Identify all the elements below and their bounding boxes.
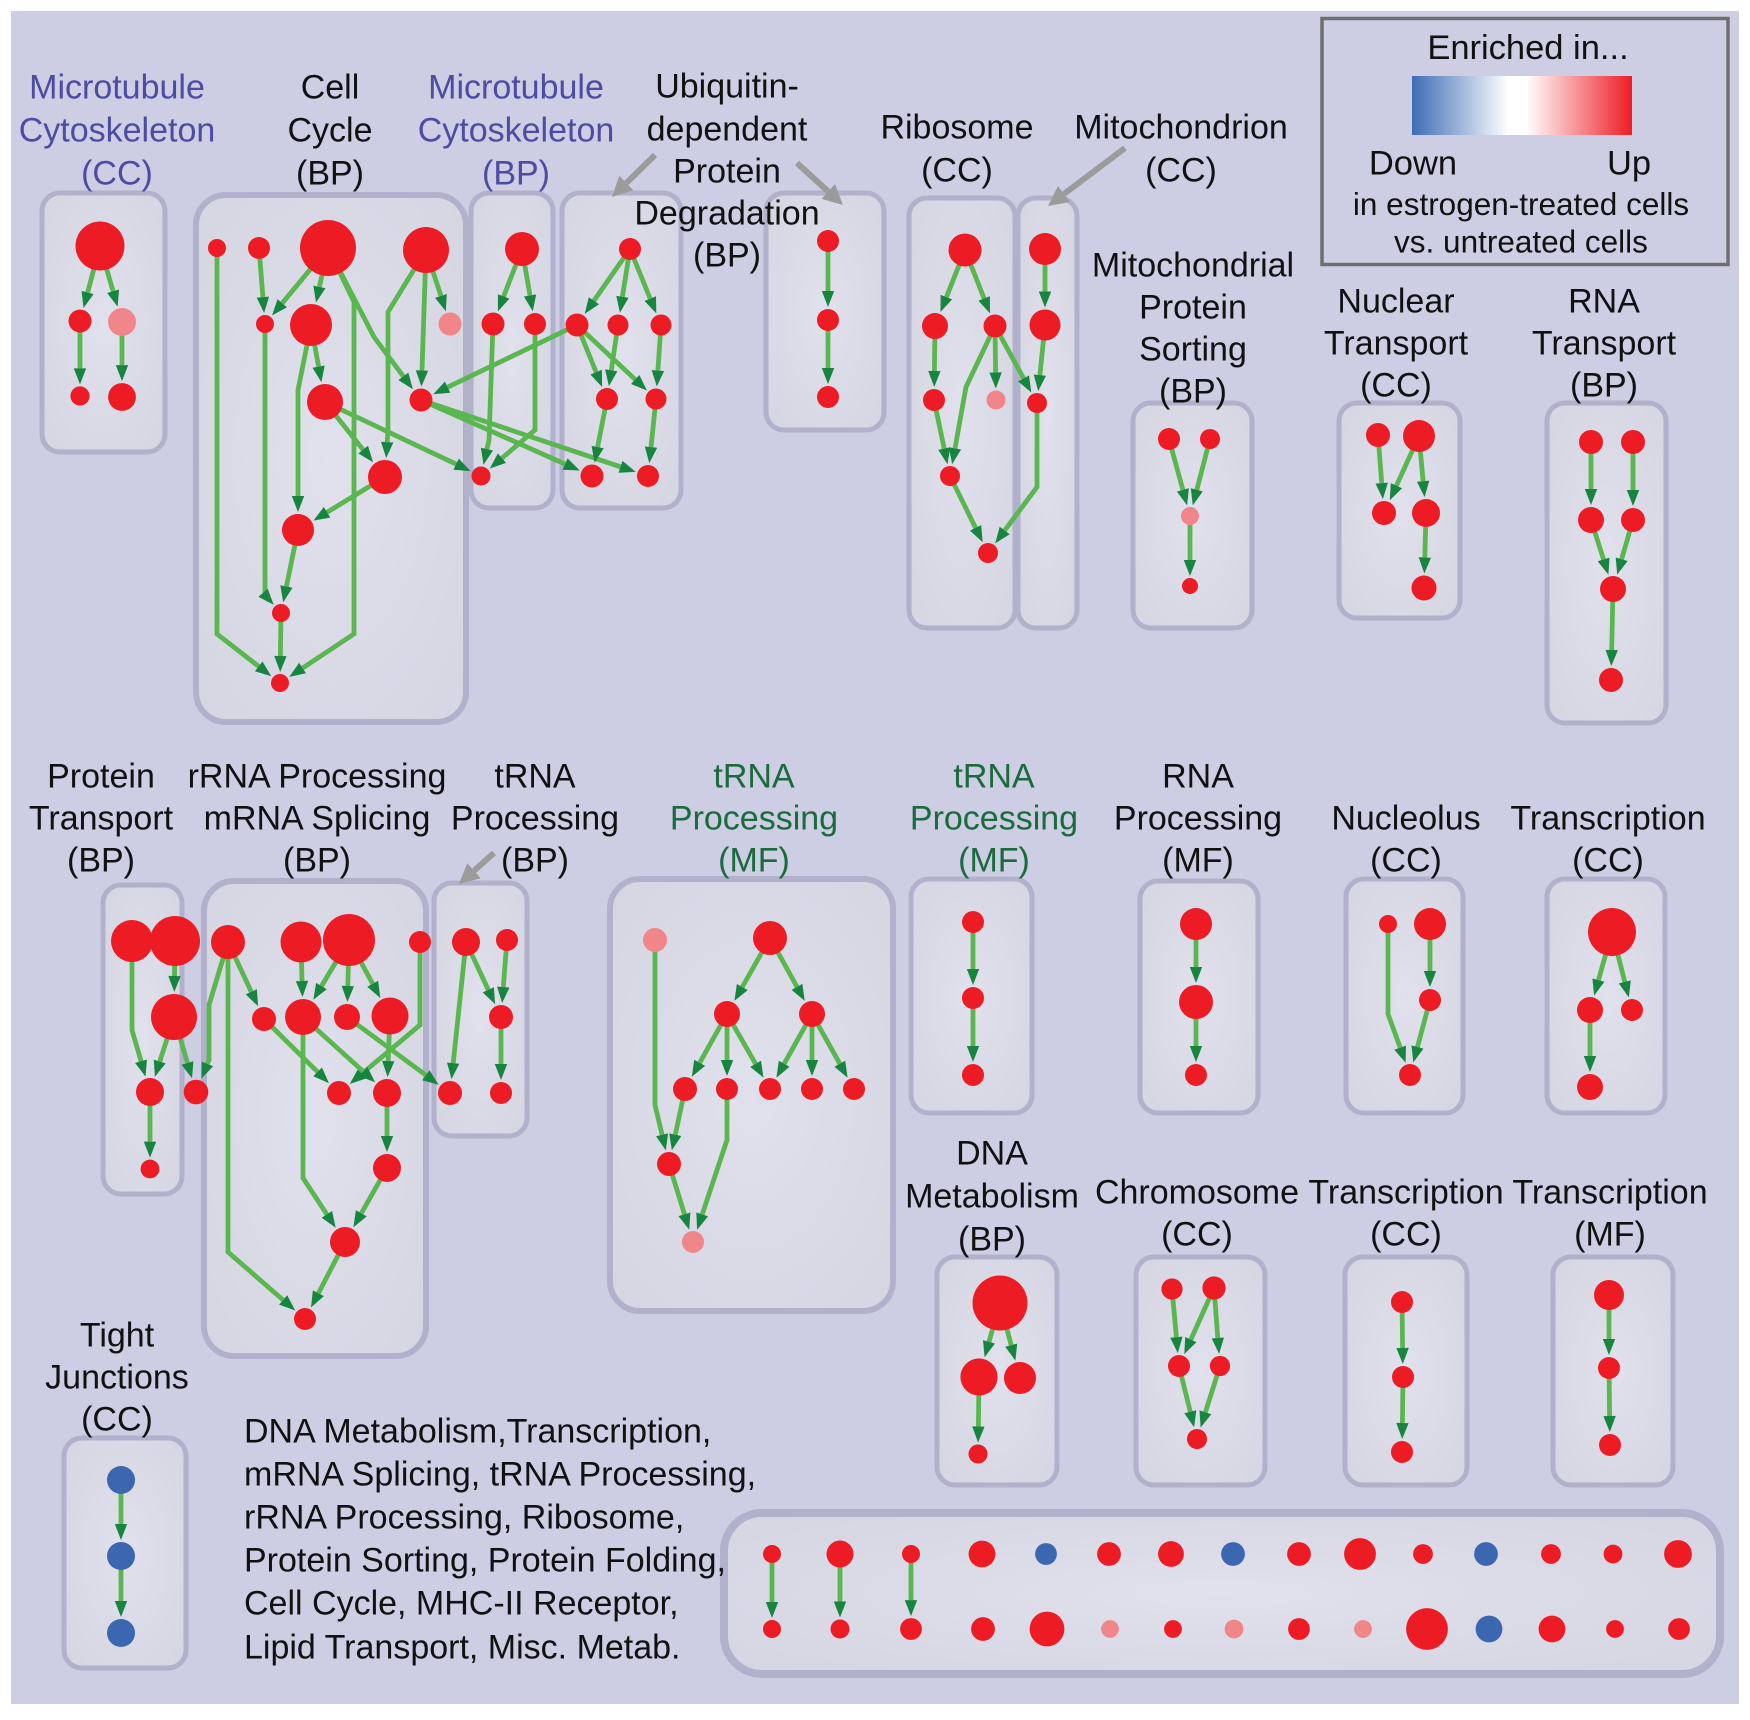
svg-text:Cytoskeleton: Cytoskeleton (418, 111, 615, 149)
svg-text:RNA: RNA (1162, 757, 1234, 795)
svg-text:Lipid Transport, Misc. Metab.: Lipid Transport, Misc. Metab. (244, 1628, 681, 1666)
svg-text:Enriched in...: Enriched in... (1427, 29, 1628, 67)
svg-text:Transcription: Transcription (1308, 1173, 1503, 1211)
svg-text:(CC): (CC) (1161, 1215, 1233, 1253)
svg-text:Processing: Processing (910, 799, 1078, 837)
svg-text:(CC): (CC) (1145, 151, 1217, 189)
svg-text:(MF): (MF) (718, 841, 790, 879)
svg-text:Microtubule: Microtubule (428, 68, 604, 106)
svg-text:(CC): (CC) (81, 154, 153, 192)
svg-text:Up: Up (1607, 145, 1651, 183)
svg-text:Mitochondrion: Mitochondrion (1074, 108, 1288, 146)
svg-text:RNA: RNA (1568, 282, 1640, 320)
svg-text:(BP): (BP) (1570, 366, 1638, 404)
svg-text:(BP): (BP) (296, 154, 364, 192)
svg-text:(BP): (BP) (693, 236, 761, 274)
svg-text:Ribosome: Ribosome (880, 108, 1033, 146)
svg-text:(CC): (CC) (1370, 1215, 1442, 1253)
svg-text:(BP): (BP) (1159, 372, 1227, 410)
svg-text:DNA: DNA (956, 1134, 1028, 1172)
svg-text:Processing: Processing (1114, 799, 1282, 837)
svg-text:Chromosome: Chromosome (1095, 1173, 1299, 1211)
svg-text:Mitochondrial: Mitochondrial (1092, 246, 1294, 284)
svg-text:Microtubule: Microtubule (29, 68, 205, 106)
svg-text:DNA Metabolism,Transcription,: DNA Metabolism,Transcription, (244, 1412, 711, 1450)
svg-text:Nuclear: Nuclear (1337, 282, 1454, 320)
svg-text:Protein: Protein (673, 152, 781, 190)
svg-text:mRNA Splicing: mRNA Splicing (204, 799, 431, 837)
svg-text:(BP): (BP) (67, 841, 135, 879)
svg-text:Sorting: Sorting (1139, 330, 1247, 368)
svg-text:dependent: dependent (647, 110, 808, 148)
svg-text:mRNA Splicing, tRNA Processing: mRNA Splicing, tRNA Processing, (244, 1455, 756, 1493)
svg-text:Protein Sorting, Protein Foldi: Protein Sorting, Protein Folding, (244, 1541, 726, 1579)
svg-text:tRNA: tRNA (713, 757, 795, 795)
svg-text:Processing: Processing (670, 799, 838, 837)
svg-text:in estrogen-treated cells: in estrogen-treated cells (1353, 186, 1689, 222)
svg-text:Transcription: Transcription (1510, 799, 1705, 837)
svg-text:Nucleolus: Nucleolus (1331, 799, 1480, 837)
svg-text:vs. untreated cells: vs. untreated cells (1394, 223, 1648, 259)
svg-text:Cell Cycle, MHC-II Receptor,: Cell Cycle, MHC-II Receptor, (244, 1584, 679, 1622)
svg-text:(CC): (CC) (1572, 841, 1644, 879)
svg-text:Tight: Tight (80, 1316, 155, 1354)
svg-text:rRNA Processing: rRNA Processing (188, 757, 447, 795)
svg-text:Protein: Protein (1139, 288, 1247, 326)
svg-text:Processing: Processing (451, 799, 619, 837)
svg-text:(CC): (CC) (1360, 366, 1432, 404)
svg-text:(MF): (MF) (1574, 1215, 1646, 1253)
svg-text:Protein: Protein (47, 757, 155, 795)
svg-text:Down: Down (1369, 145, 1457, 183)
svg-text:(MF): (MF) (958, 841, 1030, 879)
svg-text:tRNA: tRNA (953, 757, 1035, 795)
svg-text:tRNA: tRNA (494, 757, 576, 795)
svg-text:Transport: Transport (29, 799, 174, 837)
svg-text:(CC): (CC) (1370, 841, 1442, 879)
svg-text:Transcription: Transcription (1512, 1173, 1707, 1211)
svg-text:Degradation: Degradation (634, 194, 819, 232)
svg-text:Transport: Transport (1324, 324, 1469, 362)
svg-text:Cytoskeleton: Cytoskeleton (19, 111, 216, 149)
svg-text:(CC): (CC) (921, 151, 993, 189)
svg-text:(CC): (CC) (81, 1400, 153, 1438)
svg-text:(BP): (BP) (501, 841, 569, 879)
svg-text:Ubiquitin-: Ubiquitin- (655, 67, 799, 105)
svg-text:Transport: Transport (1532, 324, 1677, 362)
svg-text:Cell: Cell (301, 68, 360, 106)
svg-text:(BP): (BP) (958, 1220, 1026, 1258)
svg-text:Cycle: Cycle (287, 111, 372, 149)
svg-text:Junctions: Junctions (45, 1358, 189, 1396)
svg-text:rRNA Processing, Ribosome,: rRNA Processing, Ribosome, (244, 1498, 684, 1536)
svg-text:(MF): (MF) (1162, 841, 1234, 879)
svg-text:(BP): (BP) (283, 841, 351, 879)
svg-text:(BP): (BP) (482, 154, 550, 192)
svg-text:Metabolism: Metabolism (905, 1177, 1079, 1215)
